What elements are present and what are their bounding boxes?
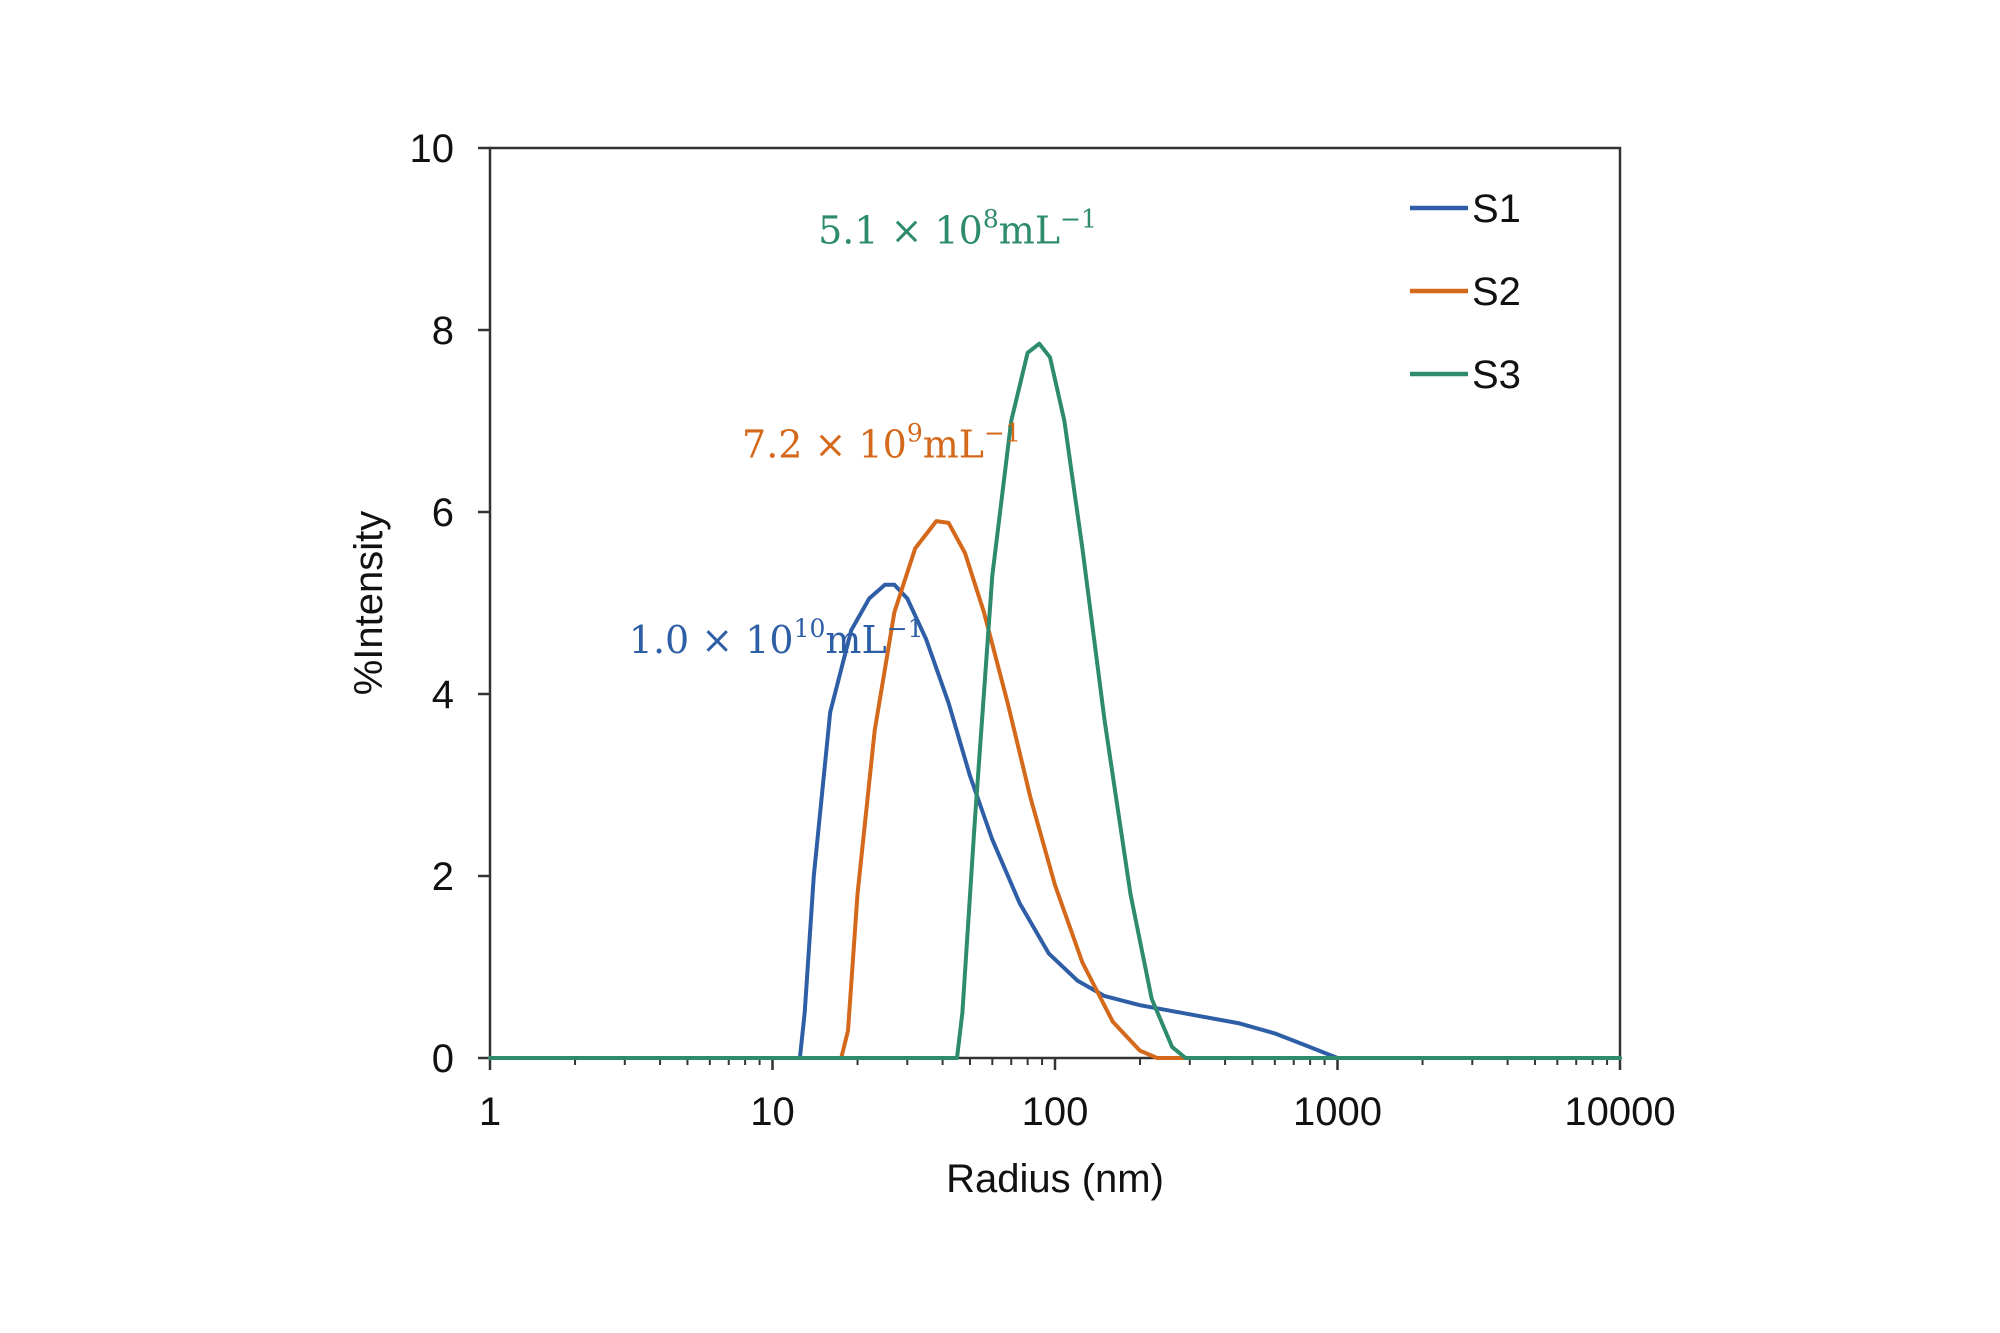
annotation-exponent: 8 — [983, 205, 999, 234]
x-tick-label: 100 — [1022, 1090, 1089, 1134]
annotation-unit-exponent: −1 — [1060, 205, 1097, 234]
y-tick-label: 2 — [432, 855, 454, 899]
annotation-unit: mL — [825, 618, 886, 662]
annotation-unit-exponent: −1 — [984, 418, 1021, 447]
legend: S1 S2 S3 — [1410, 187, 1521, 397]
y-tick-label: 6 — [432, 491, 454, 535]
annotation-exponent: 9 — [907, 418, 923, 447]
legend-label: S1 — [1472, 187, 1521, 231]
x-tick-label: 10 — [750, 1090, 795, 1134]
x-axis-title: Radius (nm) — [946, 1157, 1164, 1201]
series-line-s3 — [488, 341, 1622, 1060]
annotation-exponent: 10 — [794, 614, 826, 643]
series-layer — [488, 341, 1622, 1060]
y-axis-title: %Intensity — [347, 511, 391, 696]
x-tick-label: 1000 — [1293, 1090, 1382, 1134]
y-axis: 0 2 4 6 8 10 — [410, 127, 490, 1081]
annotation-unit: mL — [923, 422, 984, 466]
concentration-annotation: 1.0 × 1010mL−1 — [629, 614, 924, 662]
annotation-base: 5.1 × 10 — [818, 209, 983, 253]
concentration-annotation: 5.1 × 108mL−1 — [818, 205, 1097, 253]
annotation-base: 7.2 × 10 — [742, 422, 907, 466]
legend-label: S2 — [1472, 270, 1521, 314]
annotation-layer: 5.1 × 108mL−17.2 × 109mL−11.0 × 1010mL−1 — [629, 205, 1097, 662]
series-line-s2 — [488, 519, 1622, 1060]
concentration-annotation: 7.2 × 109mL−1 — [742, 418, 1021, 466]
x-tick-label: 1 — [479, 1090, 501, 1134]
plot-area — [488, 146, 1622, 1060]
x-tick-label: 10000 — [1564, 1090, 1675, 1134]
x-axis: 1 10 100 1000 10000 — [479, 1058, 1676, 1134]
legend-label: S3 — [1472, 353, 1521, 397]
series-line-s1 — [488, 582, 1622, 1060]
y-tick-label: 10 — [410, 127, 455, 171]
annotation-base: 1.0 × 10 — [629, 618, 794, 662]
y-tick-label: 4 — [432, 673, 454, 717]
y-tick-label: 8 — [432, 309, 454, 353]
y-tick-label: 0 — [432, 1037, 454, 1081]
annotation-unit: mL — [999, 209, 1060, 253]
annotation-unit-exponent: −1 — [887, 614, 924, 643]
